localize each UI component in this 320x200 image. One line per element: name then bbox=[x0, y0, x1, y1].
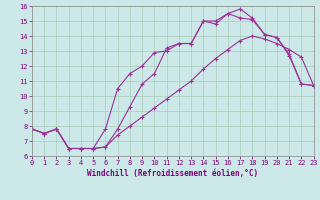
X-axis label: Windchill (Refroidissement éolien,°C): Windchill (Refroidissement éolien,°C) bbox=[87, 169, 258, 178]
